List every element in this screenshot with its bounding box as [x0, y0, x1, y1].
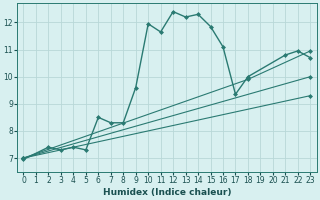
X-axis label: Humidex (Indice chaleur): Humidex (Indice chaleur) — [103, 188, 231, 197]
